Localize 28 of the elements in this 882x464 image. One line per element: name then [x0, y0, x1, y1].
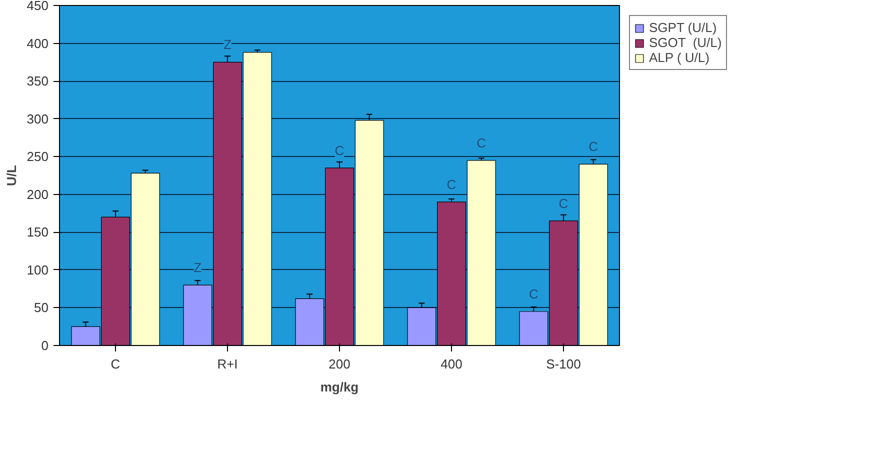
data-label: C	[446, 176, 456, 192]
x-tick-label: 200	[328, 356, 350, 372]
y-tick-label: 400	[26, 36, 49, 51]
y-tick-label: 250	[26, 149, 49, 164]
data-label: Z	[224, 37, 232, 52]
y-axis-title: U/L	[4, 164, 19, 186]
legend-label: ALP ( U/L)	[649, 50, 710, 65]
y-tick-label: 50	[34, 300, 49, 316]
data-label: Z	[194, 260, 202, 276]
x-tick-label: S-100	[546, 356, 581, 372]
legend-label: SGOT (U/L)	[649, 35, 722, 50]
data-label: C	[476, 135, 486, 150]
y-tick-label: 100	[26, 262, 49, 278]
y-tick-label: 0	[41, 338, 49, 353]
data-label: C	[334, 142, 344, 158]
y-tick-label: 350	[26, 74, 49, 89]
y-tick-label: 200	[26, 186, 49, 202]
y-tick-label: 300	[26, 111, 49, 126]
x-tick-label: C	[110, 356, 120, 372]
data-label: C	[528, 286, 538, 302]
x-axis-title: mg/kg	[320, 380, 359, 394]
data-label: C	[558, 196, 568, 211]
y-tick-label: 150	[26, 224, 49, 240]
x-tick-label: R+I	[217, 356, 238, 372]
y-tick-label: 450	[26, 0, 49, 13]
legend-label: SGPT (U/L)	[649, 20, 717, 35]
data-label: C	[588, 139, 598, 154]
x-tick-label: 400	[440, 356, 462, 372]
